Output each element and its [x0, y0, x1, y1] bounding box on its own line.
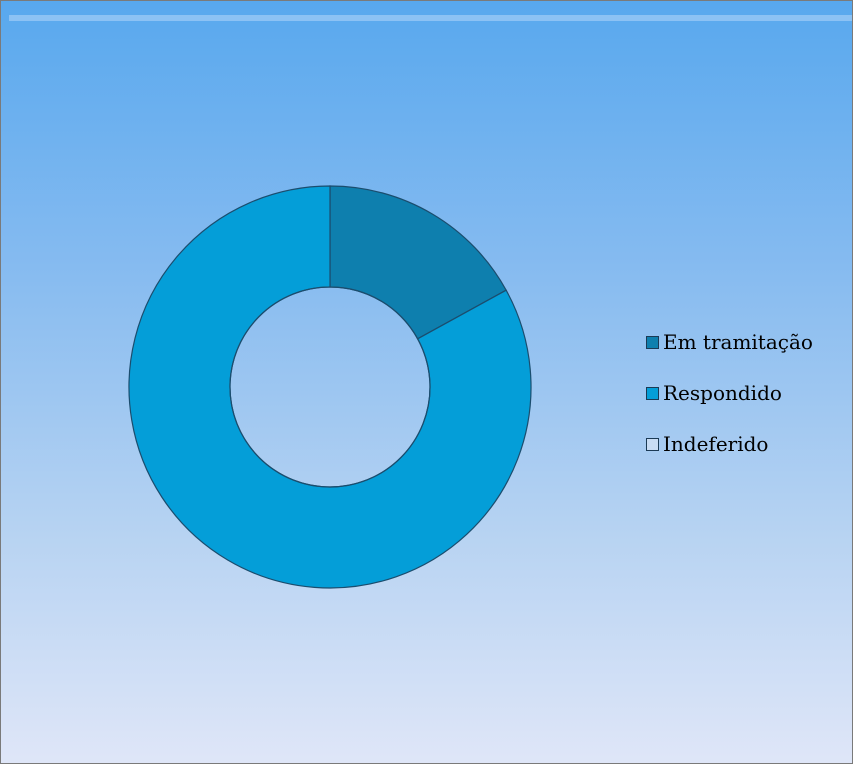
- legend-item-indeferido: Indeferido: [646, 431, 813, 457]
- donut-hole: [229, 286, 431, 488]
- legend-swatch-respondido: [646, 386, 659, 400]
- legend-label-em-tramitacao: Em tramitação: [663, 330, 813, 354]
- chart-legend: Em tramitação Respondido Indeferido: [646, 329, 813, 482]
- legend-label-respondido: Respondido: [663, 381, 782, 405]
- legend-swatch-em-tramitacao: [646, 335, 659, 349]
- legend-label-indeferido: Indeferido: [663, 432, 769, 456]
- legend-swatch-indeferido: [646, 437, 659, 451]
- chart-top-band: [9, 15, 852, 21]
- legend-item-em-tramitacao: Em tramitação: [646, 329, 813, 355]
- legend-item-respondido: Respondido: [646, 380, 813, 406]
